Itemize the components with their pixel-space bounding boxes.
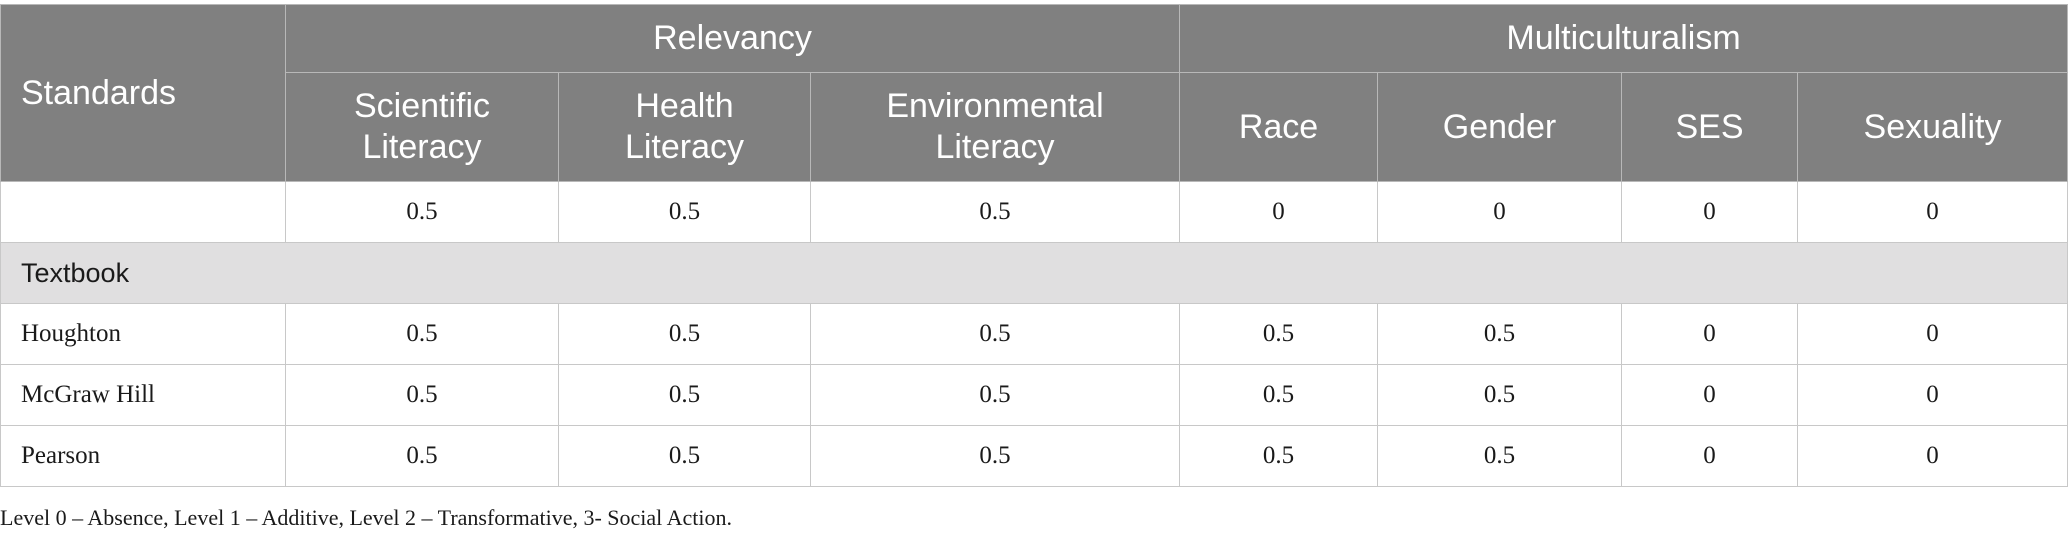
table-row: McGraw Hill 0.5 0.5 0.5 0.5 0.5 0 0 [0, 364, 2068, 426]
column-header-sexuality: Sexuality [1796, 72, 2068, 182]
table-row: 0.5 0.5 0.5 0 0 0 0 [0, 181, 2068, 243]
table-cell: 0 [1621, 425, 1798, 487]
standards-table: Standards Relevancy Multiculturalism Sci… [0, 4, 2068, 487]
row-label: Houghton [0, 303, 286, 365]
table-cell: 0.5 [1377, 364, 1622, 426]
table-cell: 0.5 [558, 303, 811, 365]
table-cell: 0.5 [810, 364, 1180, 426]
column-header-scientific-literacy: Scientific Literacy [285, 72, 559, 182]
table-row: Pearson 0.5 0.5 0.5 0.5 0.5 0 0 [0, 425, 2068, 487]
table-cell: 0 [1796, 181, 2068, 243]
table-cell: 0.5 [810, 181, 1180, 243]
section-label: Textbook [0, 242, 2068, 304]
column-header-gender: Gender [1377, 72, 1622, 182]
table-cell: 0 [1796, 364, 2068, 426]
table-cell: 0.5 [1179, 303, 1378, 365]
table-cell: 0.5 [810, 303, 1180, 365]
table-cell: 0.5 [558, 425, 811, 487]
table-cell: 0 [1621, 181, 1798, 243]
table-cell: 0.5 [1377, 425, 1622, 487]
row-label: McGraw Hill [0, 364, 286, 426]
column-header-race: Race [1179, 72, 1378, 182]
table-cell: 0.5 [285, 364, 559, 426]
table-cell: 0.5 [285, 181, 559, 243]
table-cell: 0.5 [1179, 364, 1378, 426]
table-cell: 0 [1621, 303, 1798, 365]
table-cell: 0.5 [558, 364, 811, 426]
row-label [0, 181, 286, 243]
table-row: Houghton 0.5 0.5 0.5 0.5 0.5 0 0 [0, 303, 2068, 365]
column-header-health-literacy: Health Literacy [558, 72, 811, 182]
table-cell: 0.5 [1179, 425, 1378, 487]
table-cell: 0.5 [1377, 303, 1622, 365]
table-cell: 0 [1621, 364, 1798, 426]
table-cell: 0.5 [285, 303, 559, 365]
standards-header: Standards [0, 4, 286, 182]
section-row: Textbook [0, 242, 2068, 304]
table-cell: 0 [1179, 181, 1378, 243]
table-cell: 0 [1377, 181, 1622, 243]
column-header-ses: SES [1621, 72, 1798, 182]
multiculturalism-group-header: Multiculturalism [1178, 4, 2068, 73]
table-cell: 0 [1796, 303, 2068, 365]
column-header-environmental-literacy: Environmental Literacy [810, 72, 1180, 182]
table-cell: 0.5 [558, 181, 811, 243]
table-cell: 0 [1796, 425, 2068, 487]
table-footnote: Level 0 – Absence, Level 1 – Additive, L… [0, 505, 732, 530]
relevancy-group-header: Relevancy [285, 4, 1180, 73]
table-cell: 0.5 [810, 425, 1180, 487]
table-cell: 0.5 [285, 425, 559, 487]
row-label: Pearson [0, 425, 286, 487]
